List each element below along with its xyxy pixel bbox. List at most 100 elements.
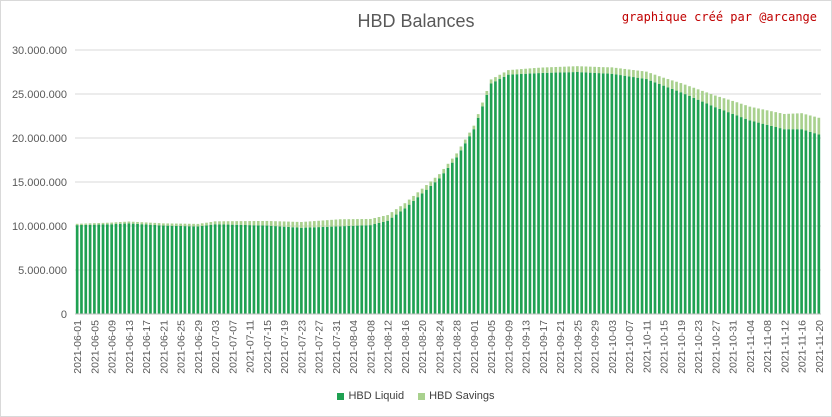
bar-savings <box>433 177 437 183</box>
bar-liquid <box>131 223 135 314</box>
bar-savings <box>101 222 105 225</box>
bar-liquid <box>795 129 799 314</box>
bar-liquid <box>343 226 346 314</box>
bar-liquid <box>528 73 532 314</box>
bar-savings <box>140 222 144 225</box>
bar-savings <box>200 223 204 226</box>
bar-savings <box>718 96 722 109</box>
bar-savings <box>127 221 131 224</box>
bar-liquid <box>317 227 320 314</box>
bar-liquid <box>256 225 260 314</box>
bar-savings <box>688 86 691 96</box>
bar-liquid <box>412 200 415 314</box>
bar-liquid <box>783 129 786 314</box>
bar-savings <box>338 219 342 227</box>
bar-liquid <box>243 225 247 314</box>
bar-savings <box>239 221 243 225</box>
bar-savings <box>576 66 579 72</box>
bar-liquid <box>692 97 696 314</box>
bar-liquid <box>330 226 333 314</box>
bar-savings <box>761 109 765 124</box>
bar-liquid <box>770 125 773 315</box>
bar-savings <box>381 216 385 222</box>
bar-savings <box>351 219 355 226</box>
bar-liquid <box>295 227 299 314</box>
bar-savings <box>757 108 760 123</box>
bar-savings <box>106 222 109 225</box>
bar-liquid <box>476 117 480 314</box>
bar-savings <box>334 219 338 227</box>
bar-liquid <box>597 73 601 314</box>
bar-savings <box>653 74 657 83</box>
bar-savings <box>300 221 303 228</box>
bar-liquid <box>778 128 782 314</box>
bar-liquid <box>817 134 821 314</box>
bar-liquid <box>679 92 683 315</box>
bar-liquid <box>97 224 101 314</box>
bar-savings <box>162 223 165 226</box>
bar-liquid <box>757 122 760 314</box>
bar-liquid <box>541 72 545 314</box>
bar-liquid <box>381 221 385 314</box>
x-tick-label: 2021-11-12 <box>779 320 791 373</box>
bar-savings <box>123 221 126 224</box>
x-tick-label: 2021-10-27 <box>710 320 722 374</box>
bar-liquid <box>88 224 92 314</box>
bar-savings <box>588 66 592 73</box>
bar-liquid <box>386 220 389 314</box>
bar-savings <box>662 77 665 86</box>
x-tick-label: 2021-10-23 <box>693 320 705 374</box>
x-tick-label: 2021-06-25 <box>176 320 188 374</box>
bar-savings <box>692 87 696 98</box>
x-tick-label: 2021-07-27 <box>314 320 326 374</box>
bar-savings <box>377 217 381 223</box>
bar-liquid <box>416 197 420 314</box>
bar-liquid <box>174 225 178 314</box>
bar-savings <box>770 111 773 126</box>
bar-liquid <box>377 222 381 314</box>
y-tick-label: 30.000.000 <box>12 45 67 57</box>
bar-savings <box>312 221 316 228</box>
x-tick-label: 2021-06-05 <box>89 320 101 374</box>
bar-liquid <box>494 81 497 315</box>
bar-savings <box>287 221 290 227</box>
x-tick-label: 2021-06-09 <box>107 320 119 374</box>
bar-liquid <box>765 124 769 314</box>
x-tick-label: 2021-07-19 <box>279 320 291 374</box>
bar-savings <box>571 66 575 73</box>
bar-savings <box>420 188 424 194</box>
bar-liquid <box>502 76 506 314</box>
bar-savings <box>325 220 329 227</box>
bar-savings <box>563 66 566 73</box>
bar-liquid <box>761 123 765 314</box>
bar-savings <box>783 113 786 130</box>
bar-liquid <box>282 226 286 314</box>
bar-savings <box>623 68 627 76</box>
legend-swatch-liquid <box>337 392 345 400</box>
bar-savings <box>131 221 135 224</box>
bar-liquid <box>588 72 592 314</box>
x-tick-label: 2021-06-17 <box>141 320 153 374</box>
bar-liquid <box>744 118 747 314</box>
bar-savings <box>256 220 260 226</box>
bar-savings <box>765 110 769 125</box>
bar-savings <box>192 223 195 227</box>
x-tick-label: 2021-09-21 <box>555 320 567 374</box>
bar-savings <box>231 221 234 225</box>
bar-liquid <box>252 225 256 314</box>
bar-savings <box>675 81 678 91</box>
bar-liquid <box>114 224 118 314</box>
bar-savings <box>537 67 540 74</box>
bar-savings <box>791 113 795 130</box>
bar-savings <box>584 66 588 73</box>
bar-liquid <box>136 223 139 314</box>
bar-liquid <box>433 182 437 314</box>
bar-liquid <box>425 189 428 314</box>
bar-savings <box>166 223 170 226</box>
bar-savings <box>744 105 747 119</box>
bar-savings <box>291 221 295 228</box>
bar-liquid <box>752 121 756 314</box>
bar-savings <box>722 98 726 111</box>
bar-liquid <box>144 224 148 314</box>
bar-savings <box>110 222 113 225</box>
